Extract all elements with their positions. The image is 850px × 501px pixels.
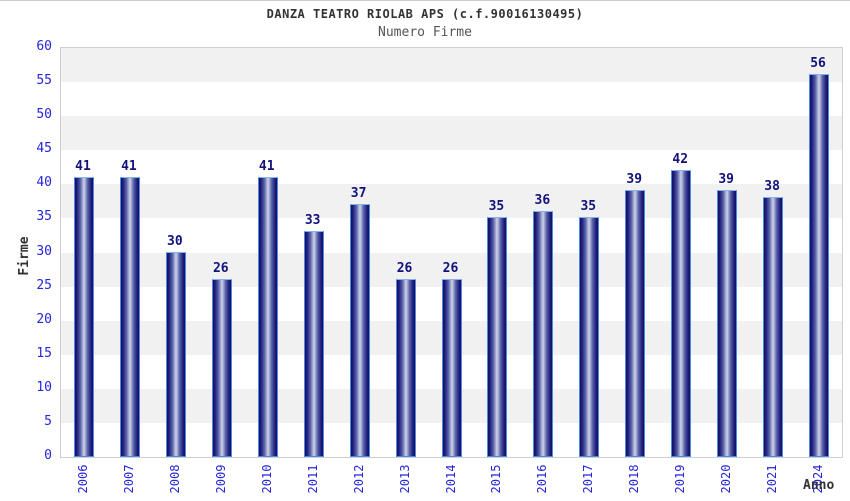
x-tick-label: 2009 xyxy=(213,464,228,494)
bar[interactable] xyxy=(395,278,416,457)
x-tick-label: 2020 xyxy=(719,464,734,494)
grid-band xyxy=(61,150,842,185)
x-tick-label: 2021 xyxy=(765,464,780,494)
bar[interactable] xyxy=(257,176,278,457)
x-tick-label: 2008 xyxy=(167,464,182,494)
chart-subtitle: Numero Firme xyxy=(378,25,472,40)
y-tick-label: 50 xyxy=(36,107,52,123)
bar-value-label: 35 xyxy=(580,199,597,215)
chart-title: DANZA TEATRO RIOLAB APS (c.f.90016130495… xyxy=(266,7,584,21)
y-tick-label: 25 xyxy=(36,277,52,293)
bar-value-label: 41 xyxy=(121,158,137,174)
x-tick-label: 2017 xyxy=(581,464,596,494)
grid-band xyxy=(61,82,842,117)
bar-value-label: 39 xyxy=(626,172,643,188)
grid-band xyxy=(61,218,842,253)
x-tick-label: 2011 xyxy=(305,464,320,494)
bar[interactable] xyxy=(533,210,554,457)
bar[interactable] xyxy=(671,169,692,457)
bar[interactable] xyxy=(809,74,830,457)
x-tick-label: 2010 xyxy=(259,464,274,494)
bar-value-label: 56 xyxy=(810,56,826,72)
bar-value-label: 37 xyxy=(350,185,367,201)
y-tick-label: 55 xyxy=(36,73,52,89)
x-tick-label: 2006 xyxy=(75,464,90,494)
bar-value-label: 35 xyxy=(488,199,505,215)
plot-area xyxy=(60,47,843,458)
bar[interactable] xyxy=(119,176,140,457)
y-tick-label: 35 xyxy=(36,209,52,225)
bar-value-label: 38 xyxy=(764,178,780,194)
x-tick-label: 2019 xyxy=(673,464,688,494)
bar-value-label: 30 xyxy=(167,233,183,249)
bar-value-label: 41 xyxy=(258,158,275,174)
bar[interactable] xyxy=(211,278,232,457)
y-tick-label: 0 xyxy=(44,448,52,463)
bar[interactable] xyxy=(579,217,600,457)
x-tick-label: 2014 xyxy=(443,464,458,494)
grid-band xyxy=(61,184,842,219)
x-tick-label: 2015 xyxy=(489,464,504,494)
x-tick-label: 2018 xyxy=(627,464,642,494)
bar[interactable] xyxy=(625,190,646,457)
bar[interactable] xyxy=(717,190,738,457)
x-tick-label: 2012 xyxy=(351,464,366,494)
y-tick-label: 15 xyxy=(36,345,52,361)
y-tick-label: 60 xyxy=(36,39,52,54)
x-tick-label: 2013 xyxy=(397,464,412,494)
x-tick-label: 2007 xyxy=(121,464,136,494)
grid-band xyxy=(61,48,842,83)
bar[interactable] xyxy=(165,251,186,457)
y-tick-label: 30 xyxy=(36,243,52,259)
bar[interactable] xyxy=(487,217,508,457)
bar[interactable] xyxy=(73,176,94,457)
grid-band xyxy=(61,116,842,151)
bar-value-label: 26 xyxy=(396,260,413,276)
y-tick-label: 40 xyxy=(36,175,52,191)
bar-value-label: 42 xyxy=(672,151,689,167)
bar[interactable] xyxy=(763,196,784,457)
y-tick-label: 10 xyxy=(36,379,52,395)
bar-value-label: 33 xyxy=(304,213,321,229)
bar-value-label: 41 xyxy=(75,158,91,174)
y-axis-title: Firme xyxy=(17,236,32,276)
bar[interactable] xyxy=(441,278,462,457)
bar[interactable] xyxy=(303,231,324,457)
x-tick-label: 2016 xyxy=(535,464,550,494)
y-tick-label: 20 xyxy=(36,311,52,327)
y-tick-label: 45 xyxy=(36,141,52,157)
bar-value-label: 39 xyxy=(718,172,734,188)
bar-value-label: 26 xyxy=(442,260,459,276)
bar-value-label: 26 xyxy=(212,260,229,276)
y-tick-label: 5 xyxy=(44,413,52,429)
bar[interactable] xyxy=(349,203,370,457)
x-axis-title: Anno xyxy=(803,478,835,493)
bar-value-label: 36 xyxy=(534,192,551,208)
